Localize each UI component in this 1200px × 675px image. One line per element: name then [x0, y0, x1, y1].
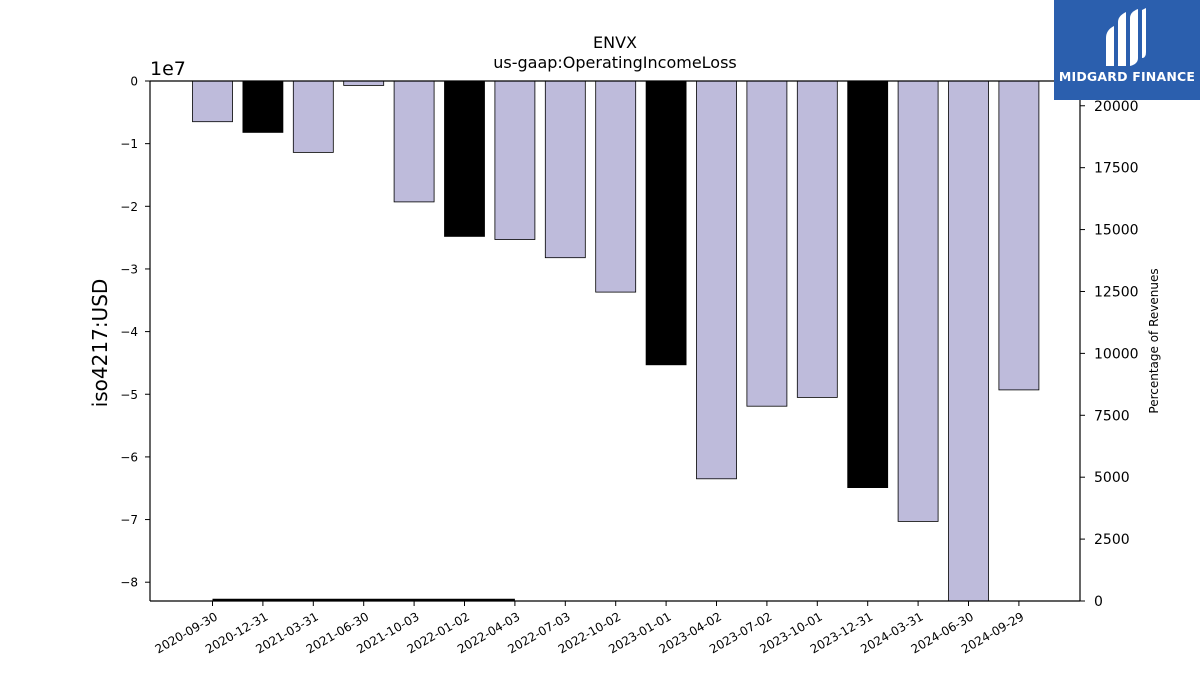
y2-tick-label: 5000	[1094, 470, 1130, 486]
y2-tick-label: 12500	[1094, 284, 1139, 300]
bar-2020-09-30	[192, 80, 233, 123]
y-tick-label: −2	[120, 200, 138, 214]
bar-2022-07-03	[544, 80, 586, 259]
bar-2023-12-31	[847, 80, 889, 489]
bar-2024-03-31	[897, 80, 939, 522]
bar-2022-01-02	[444, 80, 485, 237]
midgard-finance-logo: MIDGARD FINANCE	[1054, 0, 1200, 100]
bar-2021-10-03	[393, 80, 435, 203]
bar-2023-07-02	[746, 80, 788, 407]
y2-tick-label: 17500	[1094, 161, 1139, 177]
bar-2024-06-30	[948, 80, 989, 602]
bar-2022-04-03	[494, 80, 536, 240]
bar-2023-04-02	[696, 80, 737, 480]
bar-2021-03-31	[292, 80, 334, 153]
y-tick-label: −6	[120, 450, 138, 464]
y2-tick-label: 20000	[1094, 99, 1139, 115]
bar-2023-10-01	[796, 80, 838, 398]
y-axis-label: iso4217:USD	[88, 279, 112, 408]
logo-text: MIDGARD FINANCE	[1058, 69, 1196, 84]
y2-axis-label: Percentage of Revenues	[1147, 268, 1161, 413]
chart-title: ENVX	[593, 33, 637, 52]
y-tick-label: −1	[120, 137, 138, 151]
bar-2023-01-01	[645, 80, 687, 366]
y-tick-label: −7	[120, 513, 138, 527]
y2-tick-label: 0	[1094, 594, 1103, 610]
y2-tick-label: 10000	[1094, 346, 1139, 362]
y2-tick-label: 15000	[1094, 223, 1139, 239]
midgard-logo-icon	[1106, 8, 1146, 66]
y-tick-label: −8	[120, 576, 138, 590]
y-tick-label: −3	[120, 262, 138, 276]
chart-subtitle: us-gaap:OperatingIncomeLoss	[493, 53, 737, 72]
bar-2021-06-30	[343, 80, 385, 86]
y2-tick-label: 2500	[1094, 532, 1130, 548]
bar-2022-10-02	[595, 80, 637, 293]
y-tick-label: 0	[130, 75, 138, 89]
bar-2024-09-29	[998, 80, 1040, 391]
y-tick-label: −4	[120, 325, 138, 339]
bar-2020-12-31	[242, 80, 284, 133]
y-tick-label: −5	[120, 388, 138, 402]
y2-tick-label: 7500	[1094, 408, 1130, 424]
y-offset-text: 1e7	[150, 58, 186, 80]
